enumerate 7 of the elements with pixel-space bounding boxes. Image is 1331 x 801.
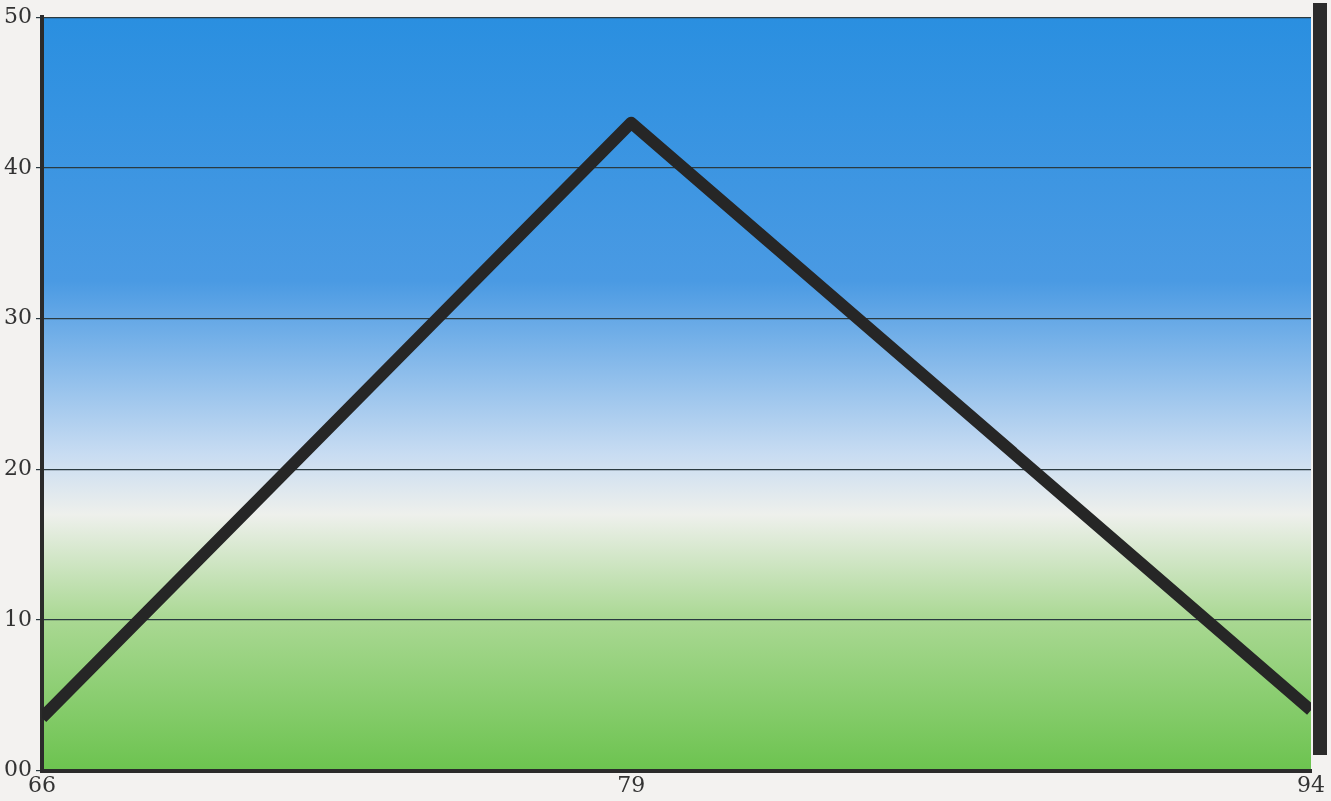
x-tick-label: 79	[617, 771, 646, 797]
x-tick-label: 94	[1297, 771, 1325, 797]
y-tick-label: 40	[3, 153, 32, 179]
y-tick-label: 30	[3, 304, 32, 330]
y-tick-label: 50	[3, 2, 32, 28]
y-tick-label: 20	[3, 454, 32, 480]
y-tick-label: 10	[3, 605, 32, 631]
